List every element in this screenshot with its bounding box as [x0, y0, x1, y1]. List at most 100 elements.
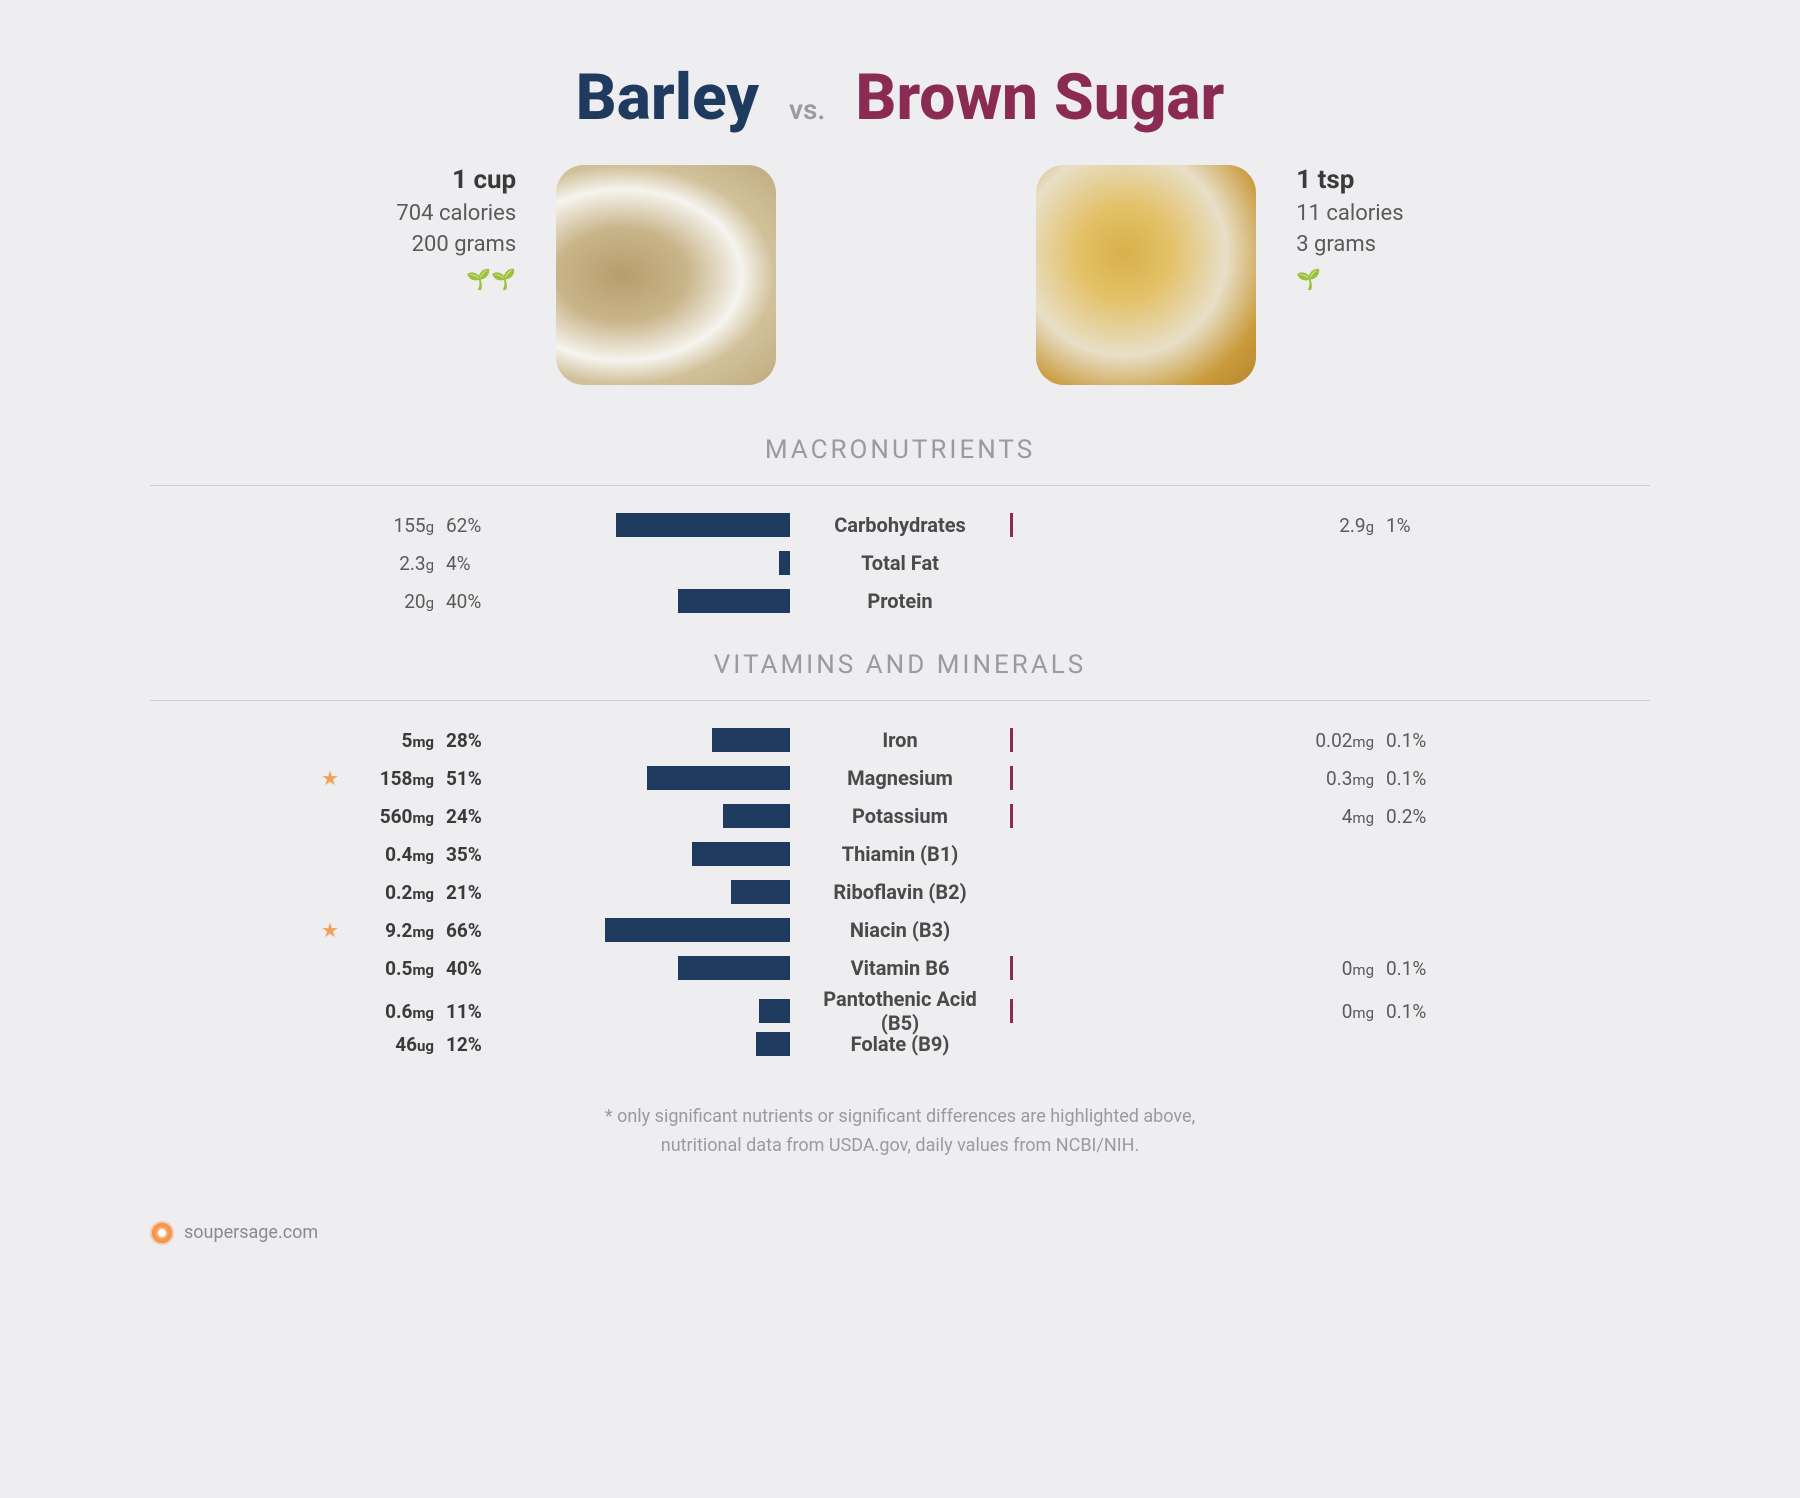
footnote: * only significant nutrients or signific… [150, 1103, 1650, 1161]
right-amount: 0.02mg [1290, 729, 1380, 752]
right-bar-wrap [1010, 1025, 1290, 1063]
left-amount: 46ug [350, 1033, 440, 1056]
right-bar [1010, 766, 1013, 790]
left-amount: 560mg [350, 805, 440, 828]
right-amount: 0mg [1290, 1000, 1380, 1023]
nutrient-row: ★9.2mg66%Niacin (B3) [150, 911, 1650, 949]
left-amount: 5mg [350, 729, 440, 752]
left-sprout-icons: 🌱🌱 [466, 267, 516, 291]
left-percent: 21% [440, 881, 510, 904]
right-bar [1010, 956, 1013, 980]
star-icon: ★ [310, 766, 350, 790]
nutrient-row: ★158mg51%Magnesium0.3mg0.1% [150, 759, 1650, 797]
vs-label: vs. [789, 93, 825, 126]
left-percent: 40% [440, 590, 510, 613]
right-bar [1010, 513, 1013, 537]
left-bar-wrap [510, 949, 790, 987]
left-amount: 158mg [350, 767, 440, 790]
right-bar-wrap [1010, 582, 1290, 620]
nutrient-row: 0.2mg21% Riboflavin (B2) [150, 873, 1650, 911]
left-percent: 62% [440, 514, 510, 537]
right-bar [1010, 804, 1013, 828]
left-bar [712, 728, 790, 752]
nutrient-label: Carbohydrates [790, 513, 1010, 537]
nutrient-row: 0.6mg11%Pantothenic Acid (B5)0mg0.1% [150, 987, 1650, 1025]
nutrient-label: Protein [790, 589, 1010, 613]
left-percent: 12% [440, 1033, 510, 1056]
nutrient-label: Pantothenic Acid (B5) [790, 987, 1010, 1035]
nutrient-label: Total Fat [790, 551, 1010, 575]
nutrient-row: 560mg24%Potassium4mg0.2% [150, 797, 1650, 835]
nutrient-row: 2.3g4%Total Fat [150, 544, 1650, 582]
nutrient-label: Vitamin B6 [790, 956, 1010, 980]
nutrient-row: 0.4mg35%Thiamin (B1) [150, 835, 1650, 873]
right-percent: 1% [1380, 514, 1450, 537]
right-bar-wrap [1010, 949, 1290, 987]
left-bar-wrap [510, 835, 790, 873]
left-bar [756, 1032, 790, 1056]
right-percent: 0.1% [1380, 729, 1450, 752]
title-row: Barley vs. Brown Sugar [150, 60, 1650, 135]
left-food-image [556, 165, 776, 385]
left-bar-wrap [510, 873, 790, 911]
right-percent: 0.2% [1380, 805, 1450, 828]
nutrient-label: Riboflavin (B2) [790, 880, 1010, 904]
left-bar [605, 918, 790, 942]
food-info-row: 1 cup 704 calories 200 grams 🌱🌱 1 tsp 11… [150, 165, 1650, 385]
nutrient-label: Niacin (B3) [790, 918, 1010, 942]
left-percent: 66% [440, 919, 510, 942]
left-amount: 0.5mg [350, 957, 440, 980]
left-amount: 0.6mg [350, 1000, 440, 1023]
left-bar [731, 880, 790, 904]
left-bar [678, 589, 790, 613]
left-calories: 704 calories [396, 201, 516, 226]
brand-row: soupersage.com [150, 1221, 1650, 1245]
right-bar-wrap [1010, 721, 1290, 759]
left-percent: 24% [440, 805, 510, 828]
left-percent: 51% [440, 767, 510, 790]
right-percent: 0.1% [1380, 957, 1450, 980]
nutrient-label: Iron [790, 728, 1010, 752]
left-bar-wrap [510, 506, 790, 544]
footnote-line: * only significant nutrients or signific… [150, 1103, 1650, 1132]
right-amount: 2.9g [1290, 514, 1380, 537]
left-percent: 4% [440, 552, 510, 575]
left-bar [616, 513, 790, 537]
brand-text: soupersage.com [184, 1222, 318, 1243]
right-bar-wrap [1010, 873, 1290, 911]
right-calories: 11 calories [1296, 201, 1403, 226]
right-bar [1010, 999, 1013, 1023]
left-bar-wrap [510, 544, 790, 582]
macros-list: 155g62%Carbohydrates2.9g1%2.3g4%Total Fa… [150, 506, 1650, 620]
right-food-info: 1 tsp 11 calories 3 grams 🌱 [1296, 165, 1403, 291]
nutrient-label: Folate (B9) [790, 1032, 1010, 1056]
left-percent: 11% [440, 1000, 510, 1023]
right-bar-wrap [1010, 797, 1290, 835]
right-bar-wrap [1010, 835, 1290, 873]
left-bar [647, 766, 790, 790]
left-amount: 0.4mg [350, 843, 440, 866]
right-grams: 3 grams [1296, 232, 1376, 257]
divider [150, 700, 1650, 701]
left-amount: 0.2mg [350, 881, 440, 904]
left-bar-wrap [510, 582, 790, 620]
right-amount: 0.3mg [1290, 767, 1380, 790]
right-percent: 0.1% [1380, 1000, 1450, 1023]
right-amount: 0mg [1290, 957, 1380, 980]
left-bar-wrap [510, 911, 790, 949]
left-bar-wrap [510, 721, 790, 759]
nutrient-label: Thiamin (B1) [790, 842, 1010, 866]
vitamins-list: 5mg28%Iron0.02mg0.1%★158mg51%Magnesium0.… [150, 721, 1650, 1063]
left-bar [779, 551, 790, 575]
left-bar-wrap [510, 1025, 790, 1063]
left-percent: 40% [440, 957, 510, 980]
right-bar-wrap [1010, 911, 1290, 949]
right-percent: 0.1% [1380, 767, 1450, 790]
infographic-container: Barley vs. Brown Sugar 1 cup 704 calorie… [150, 60, 1650, 1245]
right-food-title: Brown Sugar [855, 60, 1224, 135]
right-sprout-icons: 🌱 [1296, 267, 1321, 291]
left-bar [759, 999, 790, 1023]
nutrient-row: 155g62%Carbohydrates2.9g1% [150, 506, 1650, 544]
left-bar-wrap [510, 759, 790, 797]
left-bar [692, 842, 790, 866]
